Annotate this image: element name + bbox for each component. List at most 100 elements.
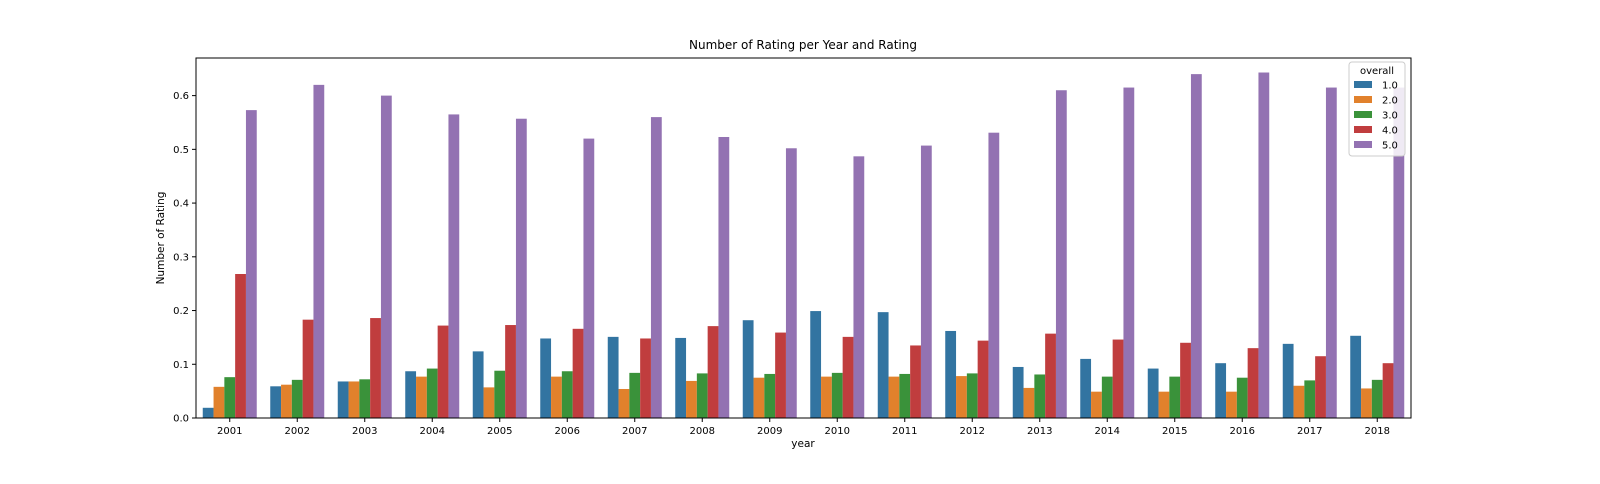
legend-label: 3.0 <box>1382 111 1398 122</box>
bar <box>1226 391 1237 418</box>
x-tick-label: 2016 <box>1230 426 1255 437</box>
bar <box>821 376 832 418</box>
bar <box>1361 388 1372 418</box>
bar <box>742 320 754 418</box>
legend-swatch <box>1354 141 1372 148</box>
x-tick-label: 2014 <box>1095 426 1120 437</box>
legend-swatch <box>1354 126 1372 133</box>
bar <box>302 319 314 418</box>
bar <box>696 373 708 418</box>
x-tick-label: 2005 <box>487 426 512 437</box>
bar <box>629 372 641 418</box>
legend-swatch <box>1354 81 1372 88</box>
x-tick-label: 2008 <box>690 426 715 437</box>
bar <box>224 377 236 418</box>
bar <box>877 312 889 418</box>
bar <box>472 351 484 418</box>
bar <box>313 84 325 419</box>
bar <box>1023 387 1035 418</box>
bar <box>1371 379 1383 418</box>
y-tick-label: 0.6 <box>173 91 189 102</box>
bar <box>753 377 765 418</box>
y-tick-label: 0.0 <box>173 414 189 425</box>
bar <box>1293 385 1305 418</box>
bar <box>380 95 392 419</box>
bar <box>831 372 843 418</box>
x-tick-label: 2001 <box>217 426 242 437</box>
bar <box>920 145 932 418</box>
y-tick-label: 0.4 <box>173 199 189 210</box>
legend-label: 4.0 <box>1382 126 1398 137</box>
x-tick-label: 2013 <box>1027 426 1052 437</box>
bar <box>618 388 630 418</box>
y-tick-label: 0.3 <box>173 252 189 263</box>
bar <box>416 376 427 418</box>
x-tick-label: 2015 <box>1162 426 1187 437</box>
bar <box>370 318 381 418</box>
bar <box>281 384 292 418</box>
bar <box>1080 358 1092 418</box>
bar <box>583 138 595 418</box>
bar <box>640 338 651 418</box>
bar <box>540 338 552 418</box>
bar <box>405 371 417 418</box>
bar <box>966 373 978 418</box>
bar <box>202 407 214 418</box>
bar <box>1045 333 1056 418</box>
legend-label: 1.0 <box>1382 81 1398 92</box>
bar <box>572 328 584 418</box>
bar <box>245 110 257 419</box>
bar <box>910 345 921 418</box>
bar <box>1282 343 1294 418</box>
y-tick-label: 0.1 <box>173 360 189 371</box>
bar <box>810 311 822 418</box>
y-tick-label: 0.5 <box>173 145 189 156</box>
bar <box>1169 376 1181 418</box>
bar <box>988 132 1000 418</box>
bar <box>785 148 797 418</box>
bar <box>437 325 449 418</box>
bar <box>1236 377 1248 418</box>
bar <box>359 379 371 418</box>
bar <box>945 330 957 418</box>
x-tick-label: 2003 <box>352 426 377 437</box>
y-tick-label: 0.2 <box>173 306 189 317</box>
bar <box>1180 342 1191 418</box>
bar <box>650 117 662 418</box>
legend-items: 1.0 2.0 3.0 4.0 5.0 <box>1354 81 1398 152</box>
bar <box>1304 380 1316 418</box>
x-tick-label: 2010 <box>825 426 850 437</box>
x-tick-label: 2002 <box>285 426 310 437</box>
legend-label: 2.0 <box>1382 96 1398 107</box>
chart-title: Number of Rating per Year and Rating <box>689 38 917 52</box>
y-axis-label: Number of Rating <box>155 192 167 285</box>
bar <box>1123 87 1135 419</box>
x-tick-label: 2018 <box>1365 426 1390 437</box>
plot-frame <box>195 57 1412 419</box>
bar <box>1247 348 1259 418</box>
bar <box>956 376 967 418</box>
bar <box>1315 356 1326 418</box>
x-tick-label: 2007 <box>622 426 647 437</box>
bar <box>551 376 562 418</box>
bar <box>1215 363 1227 418</box>
bar <box>1325 87 1337 419</box>
bar <box>426 368 438 418</box>
legend: overall 1.0 2.0 3.0 4.0 5.0 <box>1348 61 1406 157</box>
bar <box>977 340 989 418</box>
bar <box>483 387 495 418</box>
bar <box>1147 368 1159 418</box>
bar <box>718 136 730 419</box>
bar <box>515 118 527 418</box>
bar <box>1393 87 1405 419</box>
bar <box>337 381 349 418</box>
bar <box>1112 339 1124 418</box>
legend-swatch <box>1354 111 1372 118</box>
legend-label: 5.0 <box>1382 141 1398 152</box>
bar <box>213 386 225 418</box>
bar <box>1101 376 1113 418</box>
bar <box>675 337 687 418</box>
bar <box>494 370 506 418</box>
